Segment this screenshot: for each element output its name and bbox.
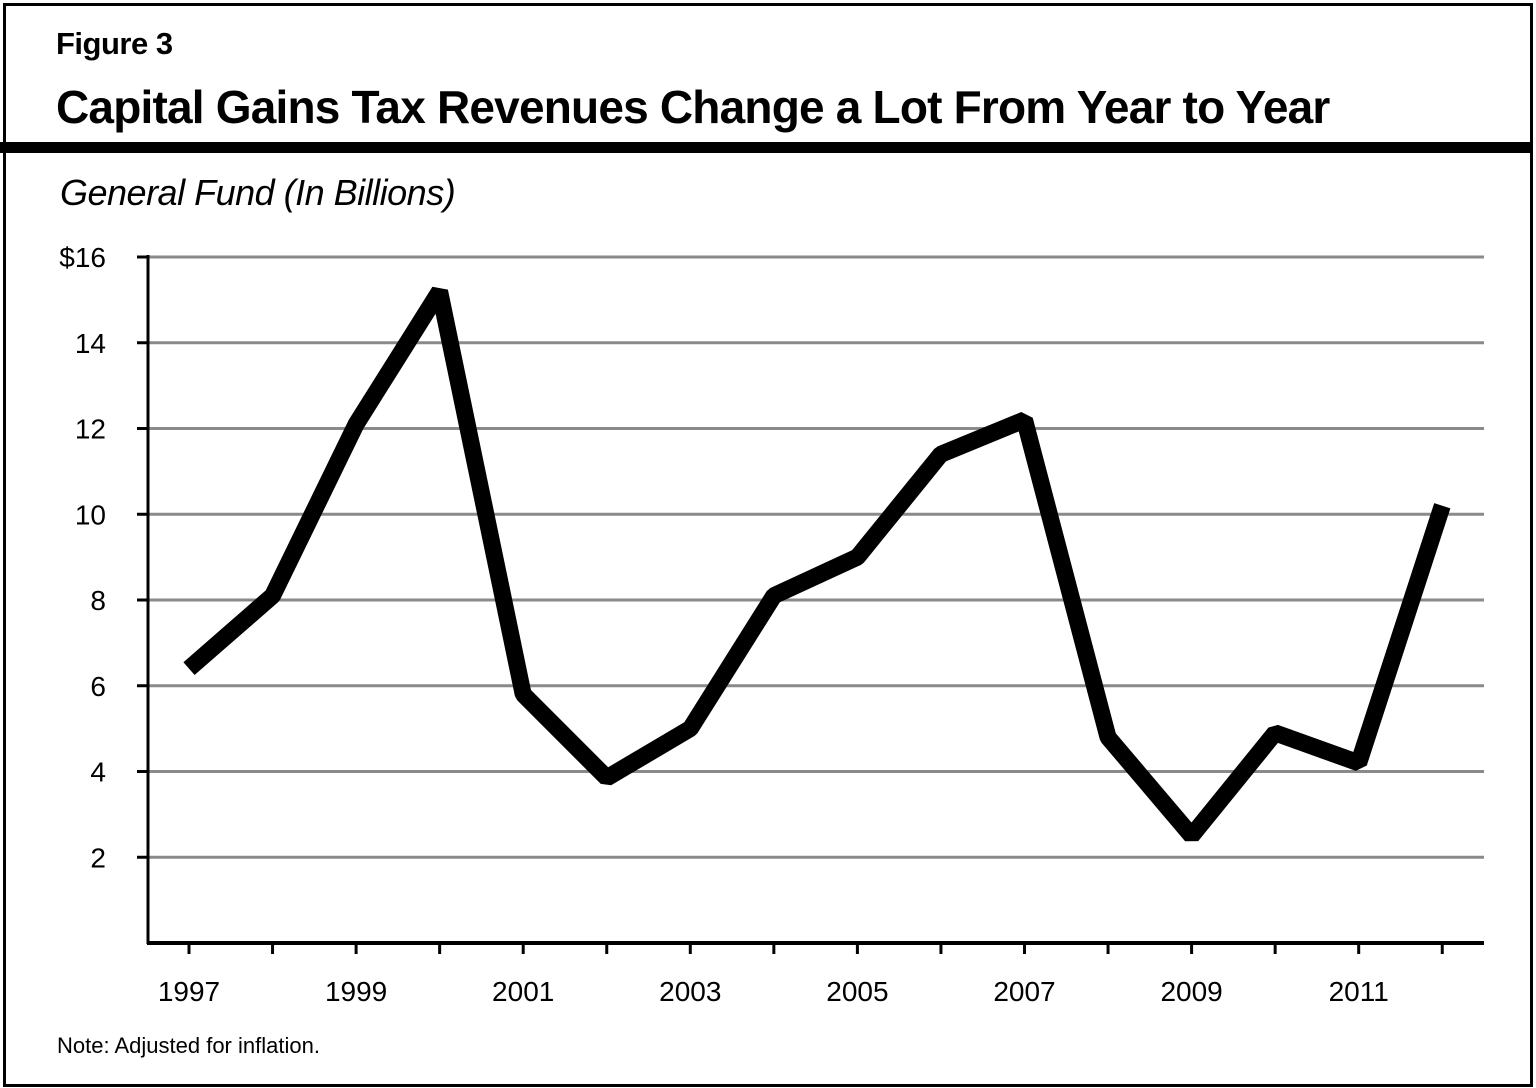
y-tick-label: 8: [90, 585, 106, 616]
figure-label: Figure 3: [56, 26, 173, 61]
y-tick-label: 12: [75, 414, 106, 445]
series-line: [183, 286, 1451, 842]
chart-note: Note: Adjusted for inflation.: [57, 1033, 320, 1058]
y-tick-label: 4: [90, 757, 106, 788]
gridlines: [148, 255, 1484, 859]
figure-frame: [3, 3, 1533, 1087]
x-tick-label: 2009: [1160, 976, 1222, 1007]
chart-subtitle: General Fund (In Billions): [60, 172, 456, 213]
x-tick-label: 2001: [492, 976, 554, 1007]
series-group: [183, 286, 1451, 842]
y-tick-label: 6: [90, 671, 106, 702]
figure-title: Capital Gains Tax Revenues Change a Lot …: [56, 81, 1330, 133]
header-divider: [0, 142, 1530, 153]
y-tick-label: 14: [75, 328, 106, 359]
x-tick-label: 2011: [1329, 976, 1389, 1007]
x-axis-ticks: 1997 1999 2001 2003 2005 2007 2009 2011: [158, 943, 1444, 1007]
y-tick-label: $16: [59, 242, 106, 273]
y-axis-ticks: 2 4 6 8 10 12 14 $16: [59, 242, 148, 873]
x-tick-label: 1997: [158, 976, 220, 1007]
x-tick-label: 2003: [659, 976, 721, 1007]
x-tick-label: 2005: [826, 976, 888, 1007]
y-tick-label: 10: [75, 499, 106, 530]
x-tick-label: 1999: [325, 976, 387, 1007]
y-tick-label: 2: [90, 842, 106, 873]
x-tick-label: 2007: [993, 976, 1055, 1007]
